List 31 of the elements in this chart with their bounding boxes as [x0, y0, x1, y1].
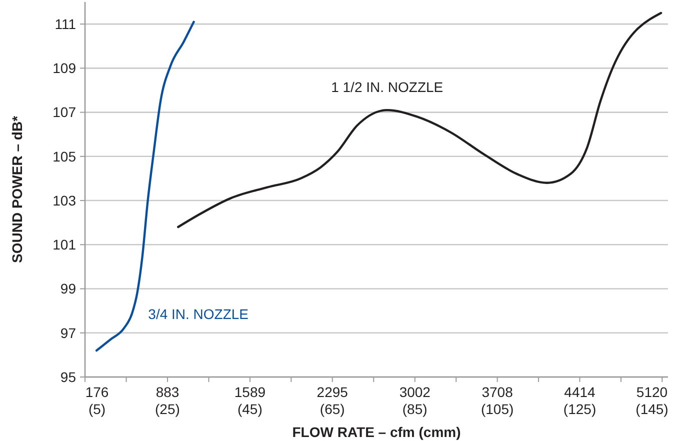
x2-tick-label: (65) [320, 401, 345, 417]
y-tick-label: 95 [60, 368, 76, 385]
line-series [95, 20, 195, 352]
x2-tick-label: (5) [88, 401, 106, 417]
series-label: 1 1/2 IN. NOZZLE [331, 79, 444, 96]
y-tick-label: 105 [52, 148, 76, 164]
x2-tick-label: (145) [636, 401, 668, 417]
y-tick-label: 111 [54, 16, 76, 32]
y-tick-label: 97 [60, 324, 76, 341]
y-tick-label: 99 [60, 280, 76, 297]
series-label: 3/4 IN. NOZZLE [148, 306, 249, 322]
x-tick-label: 883 [156, 384, 180, 400]
x2-tick-label: (85) [402, 401, 428, 417]
x-tick-label: 176 [85, 384, 109, 400]
x2-tick-label: (105) [480, 401, 514, 417]
y-tick-label: 107 [52, 104, 76, 120]
x2-tick-label: (125) [563, 401, 596, 417]
x-tick-label: 4414 [564, 384, 596, 400]
y-tick-label: 103 [52, 192, 76, 208]
y-tick-label: 101 [52, 236, 76, 253]
x-tick-label: 1589 [234, 384, 266, 400]
x2-tick-label: (25) [155, 401, 180, 417]
line-series [177, 12, 662, 228]
x-tick-label: 3002 [399, 384, 431, 400]
x2-tick-label: (45) [237, 401, 262, 417]
x-tick-label: 2295 [316, 384, 348, 400]
y-tick-label: 109 [52, 60, 76, 76]
x-axis-title: FLOW RATE – cfm (cmm) [292, 424, 461, 440]
y-axis-title: SOUND POWER – dB* [9, 115, 25, 264]
x-tick-label: 5120 [636, 384, 668, 400]
x-tick-label: 3708 [482, 384, 514, 400]
